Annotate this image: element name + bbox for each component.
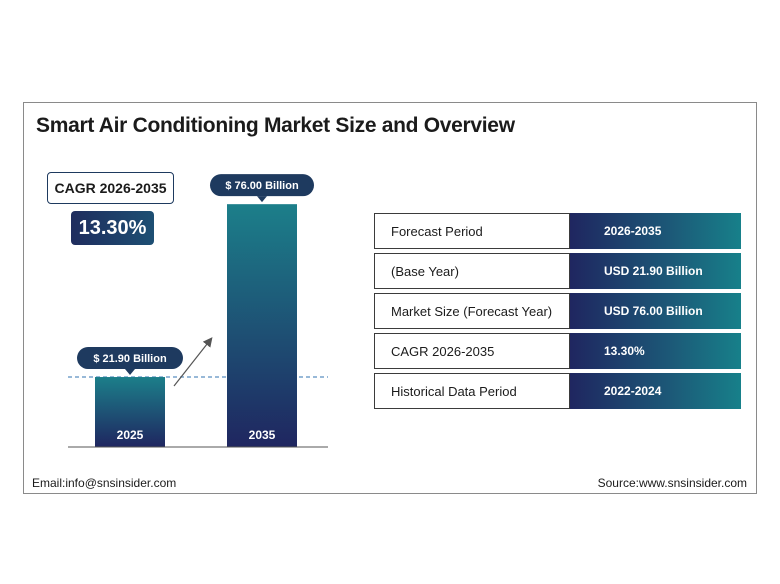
table-row: (Base Year) USD 21.90 Billion xyxy=(374,253,741,289)
cagr-label: CAGR 2026-2035 xyxy=(47,172,174,204)
table-row: Forecast Period 2026-2035 xyxy=(374,213,741,249)
bar xyxy=(95,377,165,447)
data-label: $ 21.90 Billion xyxy=(93,353,167,365)
page-title: Smart Air Conditioning Market Size and O… xyxy=(36,114,515,137)
table-value: 2022-2024 xyxy=(570,373,741,409)
table-value: USD 76.00 Billion xyxy=(570,293,741,329)
cagr-value-badge: 13.30% xyxy=(71,211,154,245)
value-callout xyxy=(77,347,183,370)
footer-source: Source:www.snsinsider.com xyxy=(597,476,747,490)
callout-pointer xyxy=(257,196,267,203)
table-key: Historical Data Period xyxy=(374,373,570,409)
table-row: Market Size (Forecast Year) USD 76.00 Bil… xyxy=(374,293,741,329)
table-row: CAGR 2026-2035 13.30% xyxy=(374,333,741,369)
table-value: 13.30% xyxy=(570,333,741,369)
table-key: Market Size (Forecast Year) xyxy=(374,293,570,329)
data-label: $ 76.00 Billion xyxy=(225,180,299,192)
x-tick-label: 2035 xyxy=(249,428,276,442)
growth-arrow-icon xyxy=(173,337,213,387)
table-value: USD 21.90 Billion xyxy=(570,253,741,289)
footer-email: Email:info@snsinsider.com xyxy=(32,476,177,490)
x-tick-label: 2025 xyxy=(117,428,144,442)
table-key: (Base Year) xyxy=(374,253,570,289)
table-key: CAGR 2026-2035 xyxy=(374,333,570,369)
table-row: Historical Data Period 2022-2024 xyxy=(374,373,741,409)
value-callout xyxy=(210,174,314,197)
summary-table: Forecast Period 2026-2035 (Base Year) USD 2… xyxy=(374,213,741,413)
table-value: 2026-2035 xyxy=(570,213,741,249)
callout-pointer xyxy=(125,369,135,376)
bar xyxy=(227,204,297,447)
table-key: Forecast Period xyxy=(374,213,570,249)
